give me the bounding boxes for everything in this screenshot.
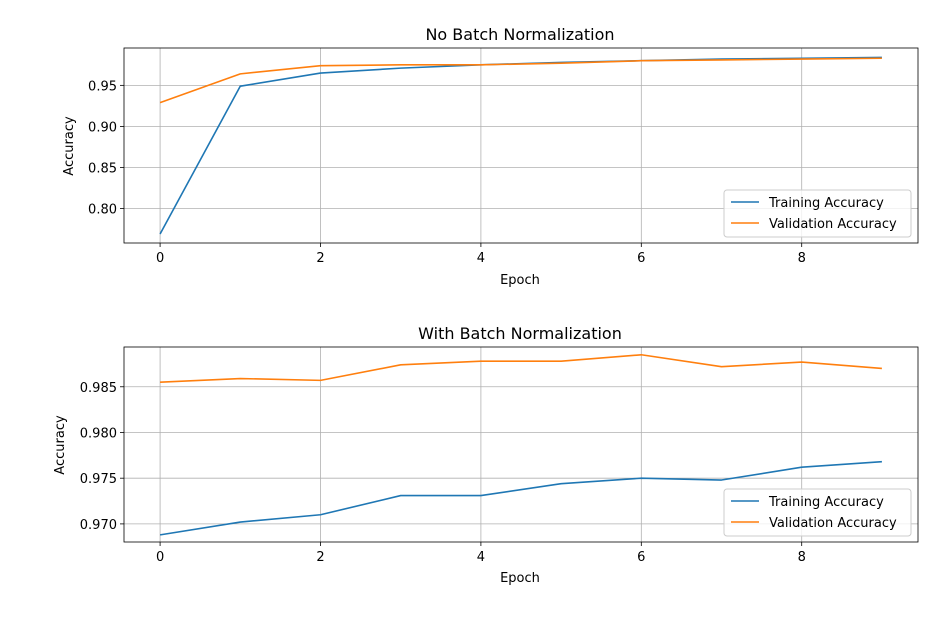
y-tick-label: 0.90: [88, 120, 117, 135]
legend-box: [723, 189, 912, 238]
y-axis-label: Accuracy: [53, 415, 68, 475]
x-tick-label: 6: [637, 550, 645, 565]
legend-label-validation: Validation Accuracy: [769, 516, 897, 531]
chart-no-batch-norm: No Batch Normalization 0 2 4 6 8 0.80 0.85 0.9…: [62, 25, 919, 288]
x-tick-label: 0: [156, 251, 164, 266]
plot-frame: [123, 47, 919, 244]
y-tick-label: 0.80: [88, 203, 117, 218]
x-tick-label: 0: [156, 550, 164, 565]
y-tick-label: 0.985: [80, 381, 117, 396]
x-tick-label: 4: [477, 251, 485, 266]
y-tick-label: 0.970: [80, 518, 117, 533]
y-tick-label: 0.975: [80, 472, 117, 487]
x-tick-label: 4: [477, 550, 485, 565]
chart-title: No Batch Normalization: [425, 25, 614, 44]
y-axis-label: Accuracy: [62, 116, 77, 176]
chart-title: With Batch Normalization: [418, 324, 622, 343]
y-tick-label: 0.95: [88, 79, 117, 94]
y-tick-label: 0.980: [80, 426, 117, 441]
x-tick-label: 2: [316, 251, 324, 266]
legend: Training Accuracy Validation Accuracy: [723, 189, 912, 238]
chart-with-batch-norm: With Batch Normalization 0 2 4 6 8 0.970 0.97…: [53, 324, 919, 586]
x-tick-label: 2: [316, 550, 324, 565]
x-tick-label: 8: [798, 251, 806, 266]
x-axis-label: Epoch: [500, 571, 540, 586]
legend-label-training: Training Accuracy: [768, 495, 884, 510]
x-tick-label: 6: [637, 251, 645, 266]
legend-label-training: Training Accuracy: [768, 196, 884, 211]
series-line-validation-accuracy: [159, 57, 882, 104]
legend-label-validation: Validation Accuracy: [769, 217, 897, 232]
legend-box: [723, 488, 912, 537]
series-line-training-accuracy: [159, 460, 882, 536]
legend: Training Accuracy Validation Accuracy: [723, 488, 912, 537]
plot-frame: [123, 346, 919, 543]
series-line-validation-accuracy: [160, 353, 882, 383]
x-tick-label: 8: [798, 550, 806, 565]
y-tick-label: 0.85: [88, 161, 117, 176]
x-axis-label: Epoch: [500, 273, 540, 288]
